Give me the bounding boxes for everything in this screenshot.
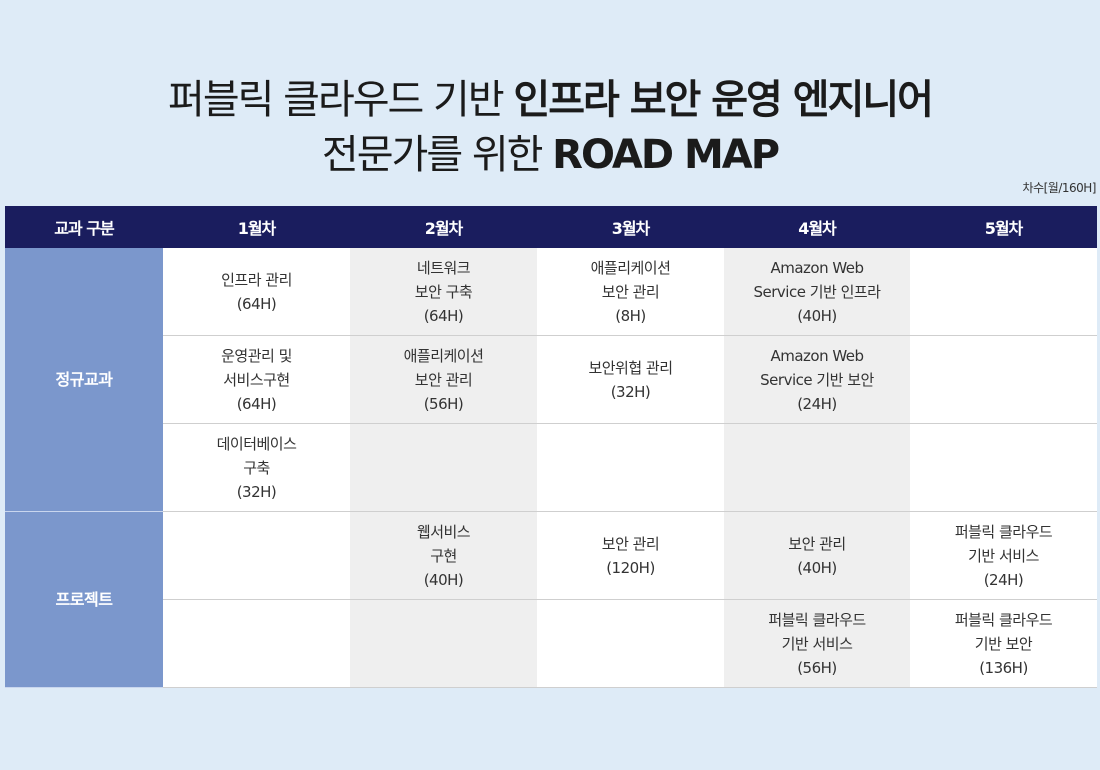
course-text-line: 구현	[430, 546, 457, 565]
header-category: 교과 구분	[5, 206, 163, 248]
header-month-5: 5월차	[910, 206, 1097, 248]
course-cell: 보안위협 관리 (32H)	[537, 335, 724, 424]
course-text-line: 기반 서비스	[781, 634, 853, 653]
header-month-2: 2월차	[350, 206, 537, 248]
course-cell: 인프라 관리 (64H)	[163, 248, 350, 336]
course-text-line: 애플리케이션	[403, 346, 484, 365]
course-text-line: (32H)	[610, 382, 651, 401]
course-text-line: 보안위협 관리	[588, 358, 673, 377]
category-cell: 프로젝트	[5, 511, 163, 688]
course-text-line: (64H)	[423, 306, 464, 325]
course-text-line: (8H)	[615, 306, 646, 325]
course-cell: Amazon Web Service 기반 인프라 (40H)	[724, 248, 910, 336]
course-cell	[350, 599, 537, 688]
course-cell	[724, 423, 910, 512]
course-text-line: (64H)	[236, 394, 277, 413]
course-cell	[910, 335, 1097, 424]
course-text-line: 보안 관리	[788, 534, 846, 553]
course-cell	[537, 423, 724, 512]
course-text-line: Amazon Web	[770, 258, 864, 277]
course-text-line: 인프라 관리	[221, 270, 292, 289]
course-text-line: 구축	[243, 458, 270, 477]
unit-note: 차수[월/160H]	[1022, 181, 1097, 195]
course-text-line: (136H)	[979, 658, 1028, 677]
course-cell	[350, 423, 537, 512]
header-month-3: 3월차	[537, 206, 724, 248]
course-text-line: 퍼블릭 클라우드	[954, 610, 1053, 629]
course-text-line: (56H)	[423, 394, 464, 413]
course-cell: 보안 관리 (120H)	[537, 511, 724, 600]
course-text-line: 기반 서비스	[968, 546, 1039, 565]
roadmap-table: 교과 구분 1월차 2월차 3월차 4월차 5월차 정규교과 인프라 관리 (64H) 네트워크…	[5, 206, 1097, 688]
course-text-line: 보안 구축	[414, 282, 473, 301]
title-line-1: 퍼블릭 클라우드 기반 인프라 보안 운영 엔지니어	[0, 80, 1100, 120]
course-text-line: 서비스구현	[223, 370, 290, 389]
course-text-line: Service 기반 보안	[760, 370, 874, 389]
course-text-line: 데이터베이스	[216, 434, 297, 453]
course-cell	[163, 599, 350, 688]
course-text-line: (64H)	[236, 294, 277, 313]
course-cell: 보안 관리 (40H)	[724, 511, 910, 600]
course-text-line: 웹서비스	[416, 522, 471, 541]
header-month-4: 4월차	[724, 206, 910, 248]
course-text-line: 운영관리 및	[221, 346, 292, 365]
course-text-line: (40H)	[797, 558, 837, 577]
course-text-line: 보안 관리	[601, 282, 660, 301]
course-text-line: (120H)	[606, 558, 655, 577]
header-row: 교과 구분 1월차 2월차 3월차 4월차 5월차	[5, 206, 1097, 248]
header-month-1: 1월차	[163, 206, 350, 248]
course-text-line: 보안 관리	[414, 370, 473, 389]
title-normal-text: 전문가를 위한	[321, 132, 553, 178]
course-text-line: (40H)	[423, 570, 464, 589]
course-text-line: (24H)	[797, 394, 837, 413]
title-line-2: 전문가를 위한 ROAD MAP	[0, 135, 1100, 175]
course-text-line: Amazon Web	[770, 346, 864, 365]
course-text-line: 네트워크	[416, 258, 471, 277]
table-row: 정규교과 인프라 관리 (64H) 네트워크 보안 구축 (64H) 애플리케이션 보안 관리…	[5, 248, 1097, 512]
title-bold-text: ROAD MAP	[552, 132, 780, 178]
title-normal-text: 퍼블릭 클라우드 기반	[168, 77, 514, 123]
course-cell	[910, 423, 1097, 512]
course-text-line: (32H)	[236, 482, 277, 501]
course-text-line: 퍼블릭 클라우드	[768, 610, 866, 629]
course-text-line: 퍼블릭 클라우드	[954, 522, 1053, 541]
course-text-line: 보안 관리	[601, 534, 660, 553]
course-text-line: 애플리케이션	[590, 258, 671, 277]
course-cell	[537, 599, 724, 688]
course-text-line: (24H)	[983, 570, 1024, 589]
course-text-line: 기반 보안	[974, 634, 1033, 653]
course-text-line: (40H)	[797, 306, 837, 325]
course-cell	[163, 511, 350, 600]
course-text-line: (56H)	[797, 658, 837, 677]
course-text-line: Service 기반 인프라	[753, 282, 881, 301]
course-cell	[910, 248, 1097, 336]
course-cell: Amazon Web Service 기반 보안 (24H)	[724, 335, 910, 424]
category-cell: 정규교과	[5, 248, 163, 512]
title-bold-text: 인프라 보안 운영 엔지니어	[513, 77, 934, 123]
